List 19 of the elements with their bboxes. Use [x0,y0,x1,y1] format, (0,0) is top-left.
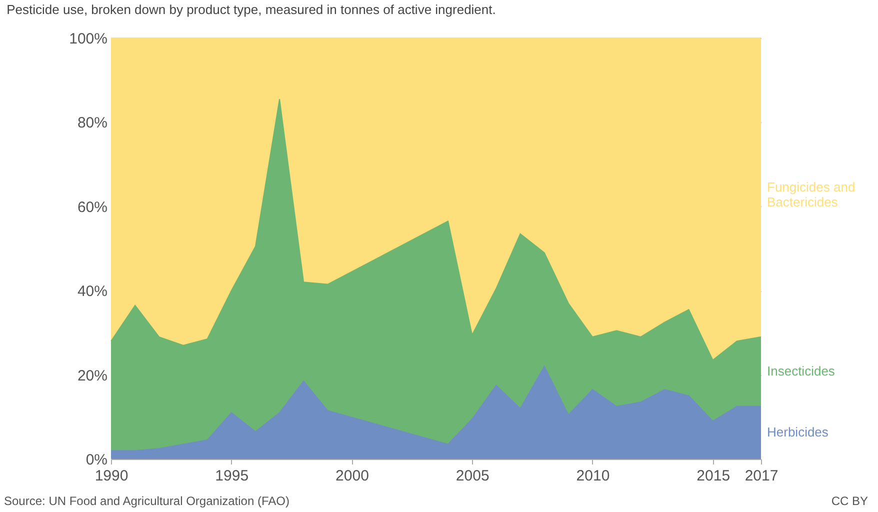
y-tick-label: 60% [77,198,108,216]
y-tick-label: 100% [69,30,108,48]
source-note: Source: UN Food and Agricultural Organization (FAO) [4,494,290,508]
text: CC BY [831,494,868,508]
series-label: Fungicides and Bactericides [767,179,856,210]
x-tick-label: 2015 [696,468,730,484]
y-tick-label: 80% [77,114,108,132]
series-label: Insecticides [767,364,836,379]
chart-title: Pesticide use, broken down by product type, measured in tonnes of active ingredient. [6,2,496,17]
y-tick-label: 20% [77,367,108,384]
series-label: Herbicides [767,424,829,440]
x-tick-label: 2000 [336,468,369,484]
x-tick-label: 2010 [576,468,610,484]
x-tick-label: 2005 [456,468,490,484]
y-tick-label: 40% [77,283,108,300]
y-tick-label: 0% [86,452,108,468]
x-tick-label: 2017 [744,468,778,484]
x-tick-label: 1990 [94,468,128,484]
x-tick-label: 1995 [215,468,249,484]
